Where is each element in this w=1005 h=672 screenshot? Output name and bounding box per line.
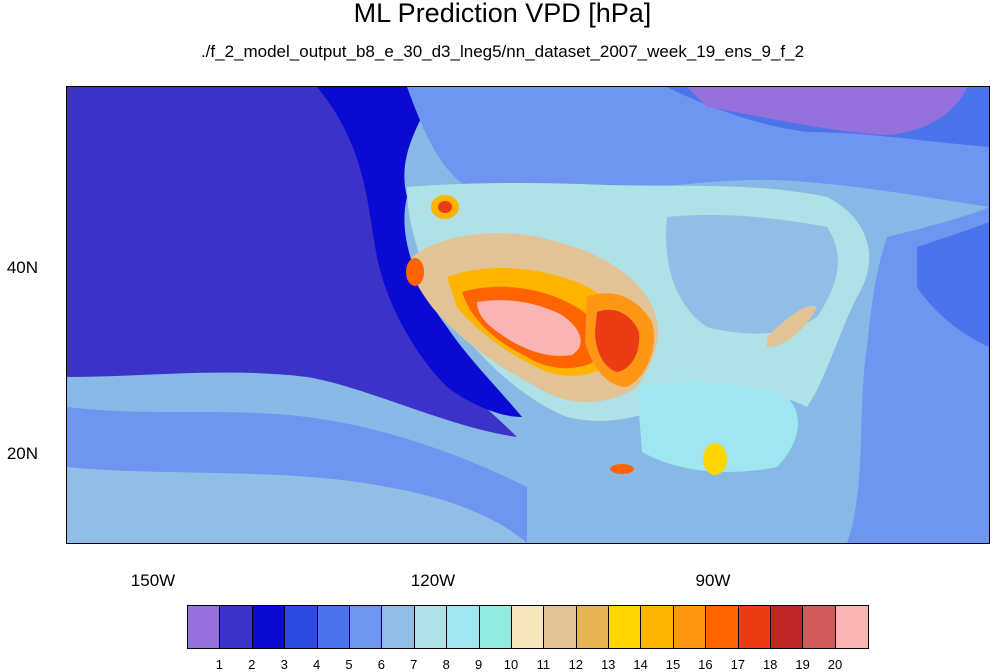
map-title: ML Prediction VPD [hPa]: [353, 0, 652, 28]
colorbar-swatch: [673, 606, 707, 648]
colorbar-swatch: [414, 606, 448, 648]
colorbar-swatch: [544, 606, 577, 648]
colorbar-swatch: [317, 606, 350, 648]
colorbar-label: 18: [762, 657, 778, 672]
lon-tick-150w: 150W: [130, 571, 176, 590]
colorbar-swatch: [349, 606, 383, 648]
colorbar-swatch: [479, 606, 512, 648]
colorbar-label: 1: [215, 657, 223, 672]
vpd-contour-field: [67, 87, 989, 543]
colorbar-label: 11: [536, 657, 551, 672]
colorbar-label: 6: [377, 657, 385, 672]
colorbar-label: 12: [568, 657, 584, 672]
colorbar-swatch: [188, 606, 221, 648]
colorbar-label: 9: [474, 657, 483, 672]
colorbar-label: 10: [503, 657, 519, 672]
colorbar-label: 13: [600, 657, 616, 672]
map-subtitle: ./f_2_model_output_b8_e_30_d3_lneg5/nn_d…: [200, 42, 805, 61]
vpd-map: [66, 86, 990, 544]
lon-tick-90w: 90W: [695, 571, 731, 590]
colorbar-swatch: [576, 606, 610, 648]
colorbar: [187, 605, 870, 649]
colorbar-swatch: [447, 606, 480, 648]
colorbar-swatch: [706, 606, 739, 648]
colorbar-swatch: [220, 606, 253, 648]
colorbar-swatch: [803, 606, 836, 648]
colorbar-swatch: [252, 606, 286, 648]
colorbar-swatch: [382, 606, 415, 648]
colorbar-label: 17: [730, 657, 746, 672]
colorbar-swatch: [511, 606, 545, 648]
colorbar-label: 20: [827, 657, 843, 672]
colorbar-label: 4: [312, 657, 321, 672]
colorbar-label: 16: [698, 657, 713, 672]
colorbar-label: 8: [442, 657, 450, 672]
lat-tick-40n: 40N: [6, 258, 38, 277]
lon-tick-120w: 120W: [410, 571, 456, 590]
colorbar-label: 15: [665, 657, 681, 672]
colorbar-swatch: [609, 606, 642, 648]
colorbar-label: 14: [633, 657, 648, 672]
colorbar-label: 3: [280, 657, 288, 672]
colorbar-swatch: [835, 606, 869, 648]
colorbar-label: 7: [410, 657, 418, 672]
colorbar-swatch: [285, 606, 318, 648]
colorbar-swatch: [738, 606, 772, 648]
colorbar-label: 19: [795, 657, 810, 672]
lat-tick-20n: 20N: [6, 444, 38, 463]
colorbar-label: 5: [345, 657, 353, 672]
colorbar-label: 2: [248, 657, 256, 672]
colorbar-swatch: [641, 606, 674, 648]
colorbar-swatch: [771, 606, 804, 648]
